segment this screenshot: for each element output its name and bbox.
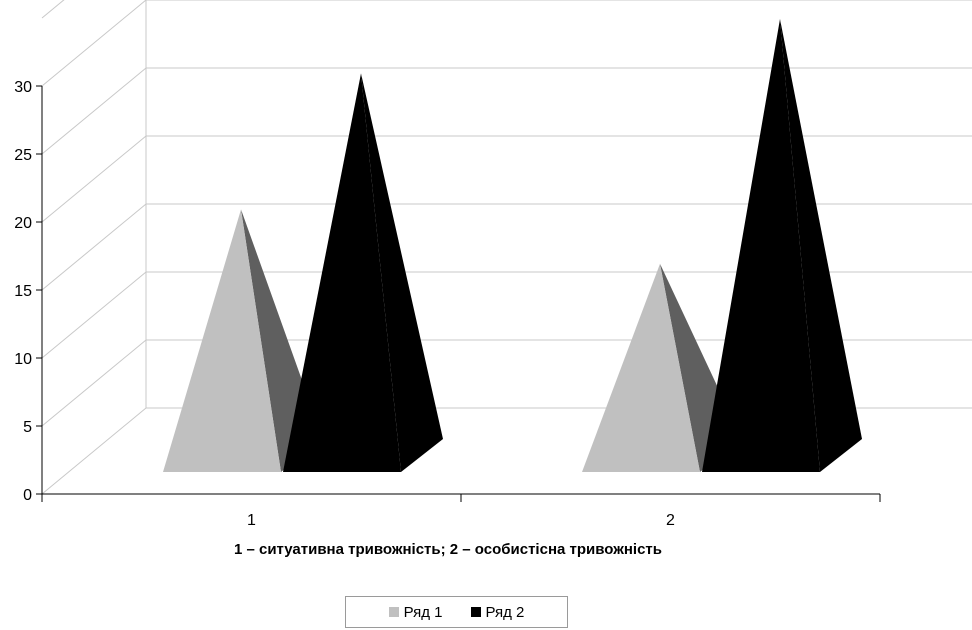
legend-item-series-1: Ряд 1 xyxy=(388,603,443,621)
legend-item-series-2: Ряд 2 xyxy=(470,603,525,621)
gridline-side xyxy=(41,203,147,291)
y-tick-label: 0 xyxy=(23,487,32,504)
y-tick-label: 10 xyxy=(14,351,32,368)
gridline-side xyxy=(41,0,147,87)
x-tick-label: 1 xyxy=(247,512,256,529)
y-tick-label: 20 xyxy=(14,215,32,232)
gridline-side xyxy=(41,271,147,359)
chart-caption: 1 – ситуативна тривожність; 2 – особисті… xyxy=(233,541,663,558)
legend-label-series-1: Ряд 1 xyxy=(403,603,443,621)
x-tick-label: 2 xyxy=(666,512,675,529)
legend: Ряд 1 Ряд 2 xyxy=(345,596,568,628)
gridline-side xyxy=(41,135,147,223)
y-tick-label: 15 xyxy=(14,283,32,300)
gridline-side xyxy=(41,67,147,155)
gridline-side xyxy=(41,407,147,495)
pyramid-side-s2-c1 xyxy=(361,73,443,473)
legend-swatch-series-1 xyxy=(388,607,399,617)
y-tick-label: 25 xyxy=(14,147,32,164)
pyramid-s2-c1 xyxy=(283,73,401,473)
gridline-side xyxy=(41,339,147,427)
pyramid-s2-c2 xyxy=(702,19,820,472)
y-tick-label: 30 xyxy=(14,79,32,96)
pyramid-s1-c1 xyxy=(163,209,281,472)
pyramid-side-s2-c2 xyxy=(780,19,862,472)
y-tick-label: 5 xyxy=(23,419,32,436)
data-marks xyxy=(163,19,862,473)
pyramid-s1-c2 xyxy=(582,263,700,472)
gridline-side xyxy=(41,0,65,19)
legend-label-series-2: Ряд 2 xyxy=(485,603,525,621)
legend-swatch-series-2 xyxy=(470,607,481,617)
y-axis: 0 5 10 15 20 25 30 xyxy=(14,79,43,504)
